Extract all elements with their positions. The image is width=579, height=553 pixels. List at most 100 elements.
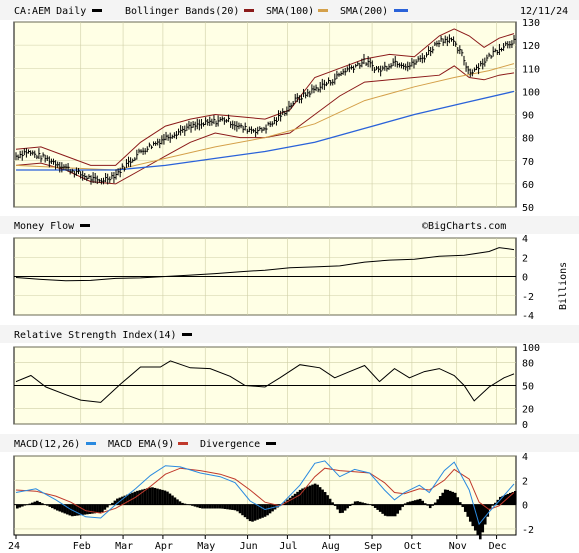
divergence-bar bbox=[343, 504, 347, 511]
divergence-bar bbox=[398, 504, 402, 511]
sma100-legend-swatch bbox=[318, 9, 328, 12]
x-axis: 24 Feb Mar Apr May Jun Jul Aug Sep Oct Nov Dec bbox=[8, 535, 507, 552]
divergence-bar bbox=[103, 504, 107, 510]
divergence-bar bbox=[423, 503, 427, 505]
price-tick-label: 120 bbox=[522, 41, 540, 52]
price-tick-label: 130 bbox=[522, 18, 540, 29]
divergence-bar bbox=[138, 490, 142, 505]
x-axis-month-label: Oct bbox=[404, 541, 422, 552]
divergence-bar bbox=[451, 491, 455, 505]
money-flow-tick-label: 0 bbox=[522, 273, 528, 284]
divergence-bar bbox=[311, 484, 314, 505]
divergence-bar bbox=[193, 504, 197, 507]
divergence-bar bbox=[463, 504, 467, 512]
divergence-bar bbox=[306, 486, 309, 505]
divergence-bar bbox=[113, 500, 117, 505]
divergence-bar bbox=[156, 488, 159, 505]
money-flow-y-axis: -4 -2 0 2 4 bbox=[522, 234, 534, 322]
divergence-bar bbox=[493, 502, 497, 505]
divergence-bar bbox=[126, 494, 129, 505]
divergence-bar bbox=[48, 504, 52, 507]
divergence-bar bbox=[33, 501, 37, 505]
macd-tick-label: 0 bbox=[522, 501, 528, 512]
symbol-label: CA:AEM Daily bbox=[14, 6, 86, 17]
divergence-bar bbox=[163, 490, 167, 505]
divergence-bar bbox=[223, 504, 227, 509]
macd-line bbox=[15, 460, 515, 526]
x-axis-month-label: Aug bbox=[322, 541, 340, 552]
x-axis-month-label: May bbox=[197, 541, 215, 552]
divergence-bar bbox=[511, 491, 515, 505]
divergence-bar bbox=[288, 497, 292, 505]
divergence-bar bbox=[448, 490, 452, 505]
x-axis-month-label: Dec bbox=[489, 541, 507, 552]
rsi-tick-label: 20 bbox=[522, 405, 534, 416]
divergence-bar bbox=[248, 504, 252, 522]
divergence-bar bbox=[206, 504, 209, 509]
divergence-bar bbox=[256, 504, 259, 520]
divergence-bar bbox=[393, 504, 397, 517]
divergence-bar bbox=[386, 504, 389, 517]
divergence-bar bbox=[301, 488, 304, 505]
divergence-bar bbox=[78, 504, 82, 516]
divergence-bar bbox=[81, 504, 84, 515]
divergence-bar bbox=[261, 504, 264, 518]
divergence-bar bbox=[143, 488, 147, 505]
divergence-bar bbox=[161, 489, 164, 505]
divergence-bar bbox=[408, 501, 412, 505]
divergence-bar bbox=[18, 504, 22, 508]
divergence-bar bbox=[416, 499, 420, 505]
divergence-bar bbox=[258, 504, 262, 519]
macd-ema-label: MACD EMA(9) bbox=[108, 439, 174, 450]
divergence-bar bbox=[296, 491, 299, 505]
divergence-bar bbox=[353, 501, 357, 505]
divergence-bar bbox=[338, 504, 342, 514]
bollinger-upper-line bbox=[15, 28, 515, 166]
divergence-bar bbox=[173, 497, 177, 505]
divergence-bar bbox=[331, 502, 334, 505]
divergence-bar bbox=[151, 487, 154, 505]
divergence-bar bbox=[153, 487, 157, 505]
macd-tick-label: 4 bbox=[522, 452, 528, 463]
divergence-bar bbox=[371, 504, 374, 507]
divergence-bar bbox=[426, 504, 430, 506]
divergence-bar bbox=[418, 498, 422, 505]
divergence-bar bbox=[458, 502, 462, 505]
divergence-bar bbox=[403, 503, 407, 505]
divergence-bar bbox=[456, 497, 460, 505]
divergence-bar bbox=[218, 504, 222, 509]
divergence-bar bbox=[501, 495, 505, 505]
divergence-bar bbox=[268, 504, 272, 514]
divergence-bar bbox=[453, 492, 457, 505]
x-axis-month-label: Feb bbox=[73, 541, 91, 552]
divergence-bar bbox=[168, 493, 172, 505]
divergence-bar bbox=[383, 504, 387, 516]
divergence-bar bbox=[293, 493, 297, 505]
divergence-bar bbox=[373, 504, 377, 508]
divergence-bar bbox=[46, 504, 49, 506]
divergence-bar bbox=[333, 504, 337, 506]
divergence-bar bbox=[211, 504, 214, 509]
divergence-bar bbox=[16, 504, 19, 509]
divergence-bar bbox=[98, 504, 102, 513]
divergence-bar bbox=[51, 504, 54, 509]
divergence-bar bbox=[251, 504, 254, 522]
divergence-bar bbox=[471, 504, 475, 527]
divergence-bar bbox=[328, 498, 332, 505]
divergence-bar bbox=[56, 504, 59, 511]
divergence-bar bbox=[263, 504, 267, 517]
money-flow-tick-label: -4 bbox=[522, 311, 534, 322]
divergence-bar bbox=[323, 492, 327, 505]
divergence-bar bbox=[498, 496, 502, 505]
divergence-bar bbox=[303, 487, 307, 505]
price-tick-label: 100 bbox=[522, 87, 540, 98]
divergence-bar bbox=[441, 492, 445, 505]
money-flow-label: Money Flow bbox=[14, 221, 75, 232]
legend-bollinger-label: Bollinger Bands(20) bbox=[125, 6, 239, 17]
divergence-bar bbox=[428, 504, 432, 509]
price-y-axis: 50 60 70 80 90 100 110 120 130 bbox=[522, 18, 540, 214]
divergence-bar bbox=[63, 504, 67, 514]
rsi-legend-swatch bbox=[182, 333, 192, 336]
x-axis-month-label: Jul bbox=[279, 541, 297, 552]
divergence-bar bbox=[316, 484, 319, 505]
